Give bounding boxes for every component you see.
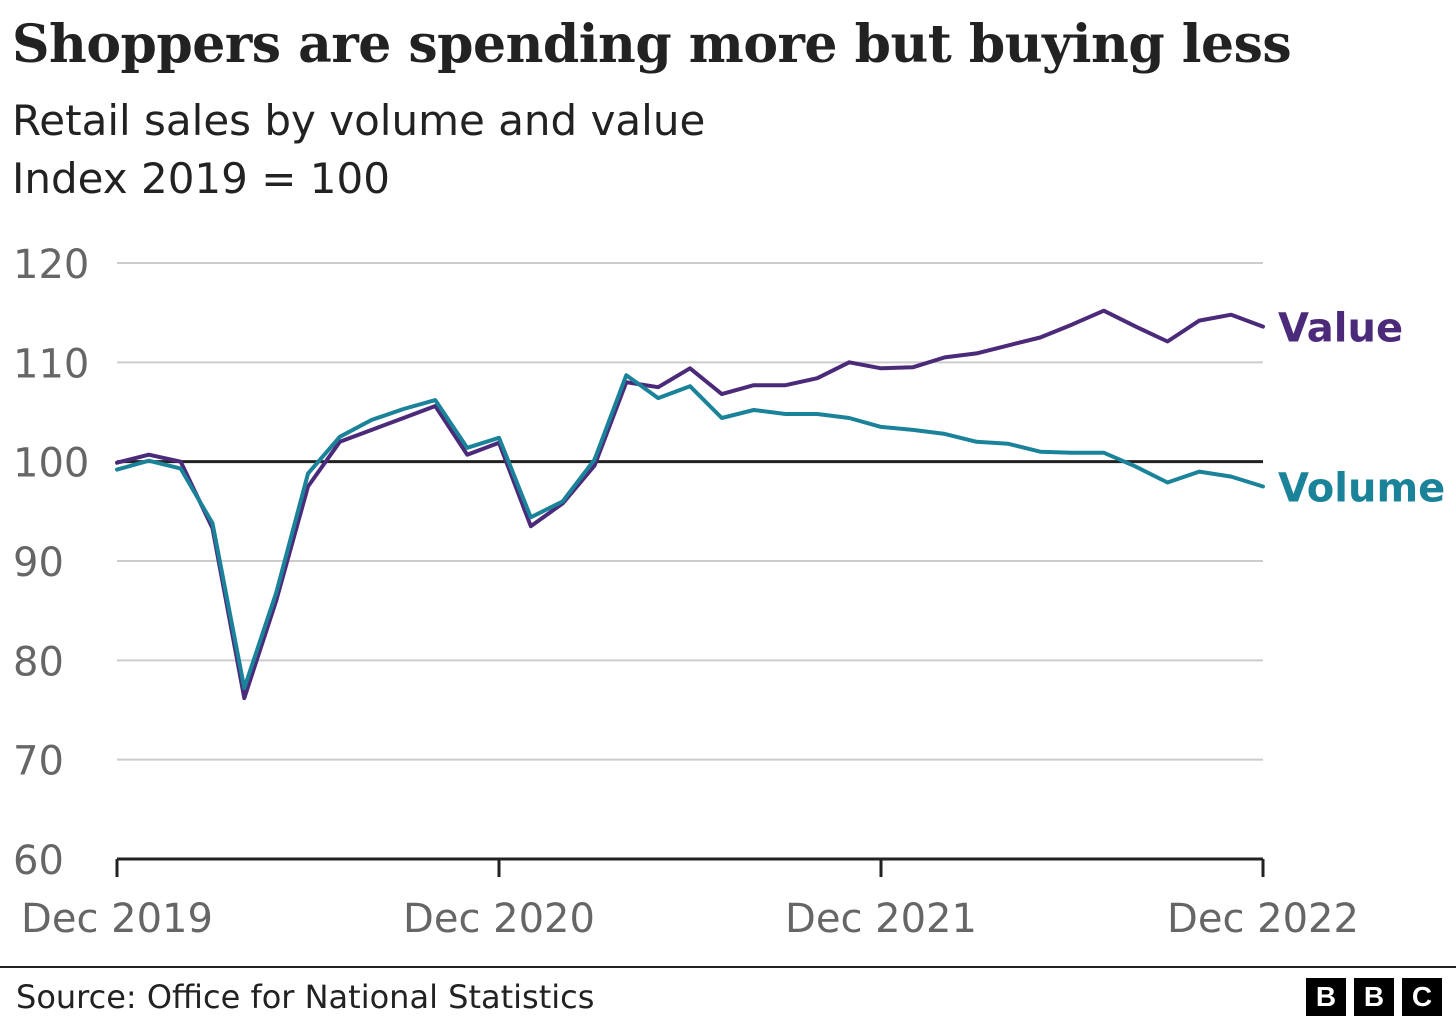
logo-letter-1: B <box>1306 978 1346 1016</box>
series-label-value: Value <box>1278 306 1403 352</box>
series-line-value <box>115 308 1265 701</box>
y-tick-label-100: 100 <box>13 441 89 487</box>
x-tick-label-0: Dec 2019 <box>21 896 213 942</box>
y-tick-label-80: 80 <box>13 639 64 685</box>
x-tick-label-2: Dec 2021 <box>785 896 977 942</box>
y-tick-label-110: 110 <box>13 341 89 387</box>
series-line-volume <box>115 373 1265 691</box>
x-tick-label-1: Dec 2020 <box>403 896 595 942</box>
y-tick-label-120: 120 <box>13 242 89 288</box>
x-tick-label-3: Dec 2022 <box>1167 896 1359 942</box>
line-chart: 60 70 80 90 100 110 120 Dec 2019 Dec 2020 Dec 202… <box>13 242 1445 942</box>
chart-subtitle: Retail sales by volume and value Index 2… <box>12 92 705 208</box>
subtitle-line-1: Retail sales by volume and value <box>12 96 706 145</box>
source-note: Source: Office for National Statistics <box>16 978 595 1016</box>
logo-letter-2: B <box>1354 978 1394 1016</box>
series-label-volume: Volume <box>1278 466 1445 512</box>
subtitle-line-2: Index 2019 = 100 <box>12 154 390 203</box>
footer-divider <box>0 966 1456 968</box>
chart-title: Shoppers are spending more but buying le… <box>12 14 1292 75</box>
logo-letter-3: C <box>1402 978 1442 1016</box>
y-tick-label-70: 70 <box>13 739 64 785</box>
bbc-logo: B B C <box>1306 978 1442 1016</box>
y-tick-label-90: 90 <box>13 540 64 586</box>
y-tick-label-60: 60 <box>13 838 64 884</box>
